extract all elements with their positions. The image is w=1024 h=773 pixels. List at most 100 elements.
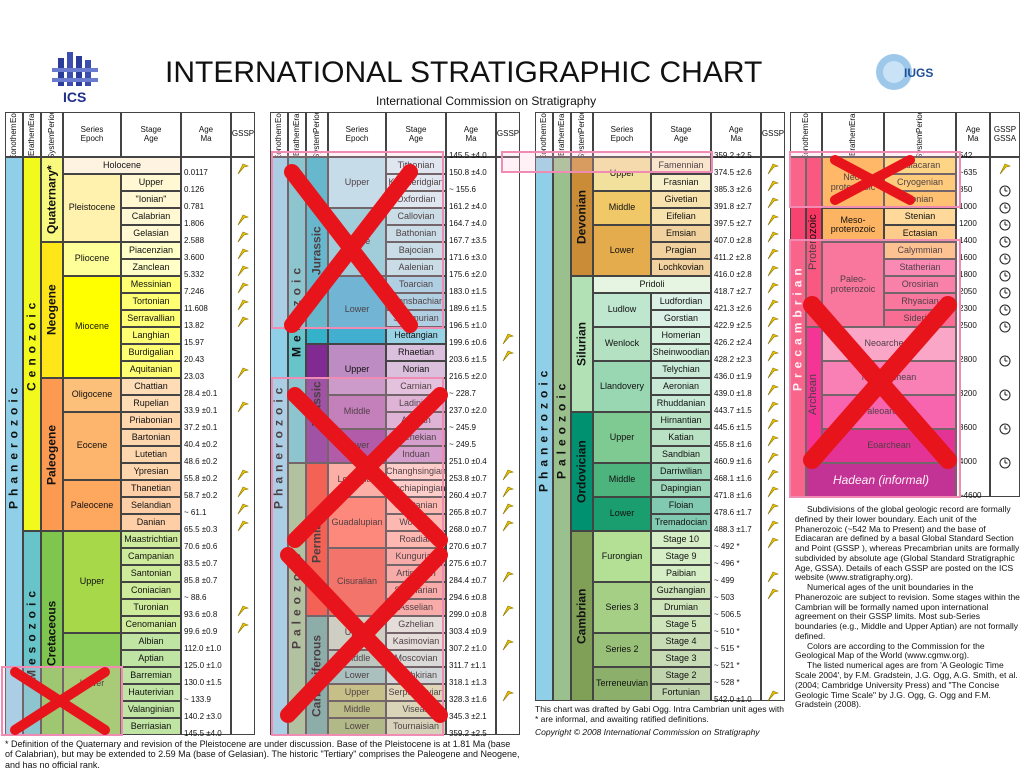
column-header-line: Eon xyxy=(538,112,548,124)
gssp-spike xyxy=(766,384,780,396)
column-header-line: Ma xyxy=(200,133,212,143)
age: 2050 xyxy=(959,287,977,296)
age: 391.8 ±2.7 xyxy=(714,202,752,211)
stage: Katian xyxy=(651,429,711,446)
age: 5.332 xyxy=(184,270,205,279)
age: 1000 xyxy=(959,202,977,211)
age: 237.0 ±2.0 xyxy=(449,406,487,415)
age: 307.2 ±1.0 xyxy=(449,644,487,653)
age: 1600 xyxy=(959,253,977,262)
series: Upper xyxy=(63,531,121,633)
column-header-line: Eon xyxy=(8,112,18,124)
age: 140.2 ±3.0 xyxy=(184,712,222,721)
era-line: Neoarchean xyxy=(864,338,914,349)
age: ~ 228.7 xyxy=(449,389,476,398)
column-header-line: Eon xyxy=(800,112,810,124)
gssp-spike xyxy=(236,265,250,277)
age: 251.0 ±0.4 xyxy=(449,457,487,466)
age: 460.9 ±1.6 xyxy=(714,457,752,466)
age-column xyxy=(956,157,990,497)
gssp-spike xyxy=(766,367,780,379)
column-header-line: Erathem xyxy=(556,125,566,156)
series: Eocene xyxy=(63,412,121,480)
stage: Givetian xyxy=(651,191,711,208)
gssp-spike xyxy=(236,316,250,328)
series: Ludlow xyxy=(593,293,651,327)
system: Calymmian xyxy=(884,242,956,259)
column-header: GSSP xyxy=(761,112,785,157)
stage: Selandian xyxy=(121,497,181,514)
gssp-spike xyxy=(501,503,515,515)
gssp-column xyxy=(496,157,520,735)
column-header-line: Erathem xyxy=(291,125,301,156)
column-header: Erathem Era xyxy=(553,112,571,157)
age: 23.03 xyxy=(184,372,205,381)
stage: Burdigalian xyxy=(121,344,181,361)
column-header: GSSP GSSA xyxy=(990,112,1020,157)
gssp-spike xyxy=(236,503,250,515)
stage: Cenomanian xyxy=(121,616,181,633)
logo-left-text: ICS xyxy=(63,89,87,105)
column-header-line: Era xyxy=(26,113,36,126)
system: Tonian xyxy=(884,191,956,208)
column-header-line: Eonothem xyxy=(273,123,283,157)
age: 294.6 ±0.8 xyxy=(449,593,487,602)
column-header: Erathem Era xyxy=(288,112,306,157)
gssp-spike xyxy=(766,282,780,294)
gssp-spike xyxy=(501,571,515,583)
column-header-line: Epoch xyxy=(80,133,104,143)
series: Cisuralian xyxy=(328,548,386,616)
age: 328.3 ±1.6 xyxy=(449,695,487,704)
age: ~ 61.1 xyxy=(184,508,207,517)
stage: Tournaisian xyxy=(386,718,446,735)
column-header-line: GSSP xyxy=(761,129,785,139)
stage: Homerian xyxy=(651,327,711,344)
stage: Induan xyxy=(386,446,446,463)
column-header-line: Stage xyxy=(140,125,162,135)
stage: Hirnantian xyxy=(651,412,711,429)
system: Permian xyxy=(306,463,328,616)
series: Middle xyxy=(328,395,386,429)
stage: Sandbian xyxy=(651,446,711,463)
era-line: Paleoarchean xyxy=(861,406,917,417)
gssp-spike xyxy=(766,435,780,447)
age: 318.1 ±1.3 xyxy=(449,678,487,687)
age: 130.0 ±1.5 xyxy=(184,678,222,687)
column-header-line: Series xyxy=(610,125,634,135)
stage: Aptian xyxy=(121,650,181,667)
supereon: Precambrian xyxy=(790,157,806,497)
stage: Messinian xyxy=(121,276,181,293)
age: 0.781 xyxy=(184,202,205,211)
era: Neo-proterozoic xyxy=(822,157,884,208)
series: Upper xyxy=(328,684,386,701)
stage: Guzhangian xyxy=(651,582,711,599)
age: 2800 xyxy=(959,355,977,364)
age: ~4600 xyxy=(959,491,982,500)
age: 13.82 xyxy=(184,321,205,330)
series: Series 2 xyxy=(593,633,651,667)
age: 83.5 ±0.7 xyxy=(184,559,218,568)
gssp-spike xyxy=(766,503,780,515)
age: 65.5 ±0.3 xyxy=(184,525,218,534)
era-line: proterozoic xyxy=(830,181,876,192)
gssp-spike xyxy=(236,605,250,617)
stage: Gzhelian xyxy=(386,616,446,633)
age: 542.0 ±1.0 xyxy=(714,695,752,704)
age: 150.8 ±4.0 xyxy=(449,168,487,177)
gssp-spike xyxy=(236,622,250,634)
column-header-line: Epoch xyxy=(345,133,369,143)
era: Mesoarchean xyxy=(822,361,956,395)
era: Meso-proterozoic xyxy=(822,208,884,242)
column-header-line: System xyxy=(46,132,56,157)
stage: Norian xyxy=(386,361,446,378)
eon: Phanerozoic xyxy=(535,157,553,701)
age: 2.588 xyxy=(184,236,205,245)
stage: Bashkirian xyxy=(386,667,446,684)
age: 93.6 ±0.8 xyxy=(184,610,218,619)
gssp-spike xyxy=(766,248,780,260)
column-header: System Period xyxy=(571,112,593,157)
stage: Frasnian xyxy=(651,174,711,191)
age: 4000 xyxy=(959,457,977,466)
gssp-spike xyxy=(766,486,780,498)
age: 443.7 ±1.5 xyxy=(714,406,752,415)
